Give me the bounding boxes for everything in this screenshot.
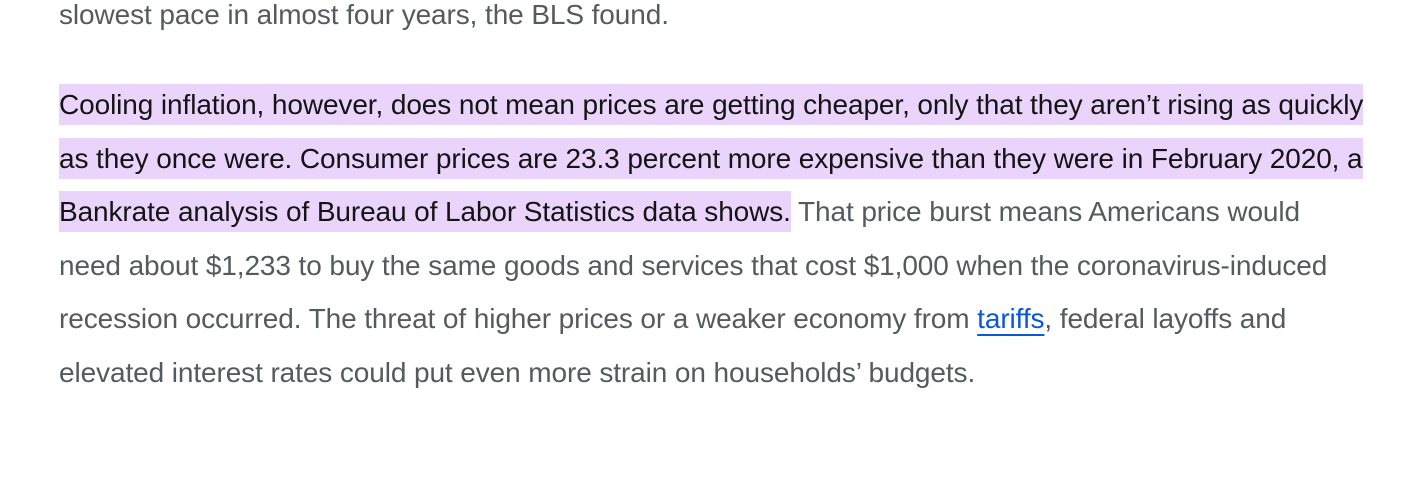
tariffs-link[interactable]: tariffs (977, 303, 1045, 334)
highlighted-text: Cooling inflation, however, does not mea… (59, 84, 1363, 232)
article-paragraph: Cooling inflation, however, does not mea… (59, 78, 1369, 399)
paragraph-text-after-link: , federal layoffs and elevated interest … (59, 303, 1287, 388)
previous-paragraph-tail: slowest pace in almost four years, the B… (59, 0, 669, 30)
paragraph-text-before-link: That price burst means Americans would n… (59, 196, 1328, 334)
